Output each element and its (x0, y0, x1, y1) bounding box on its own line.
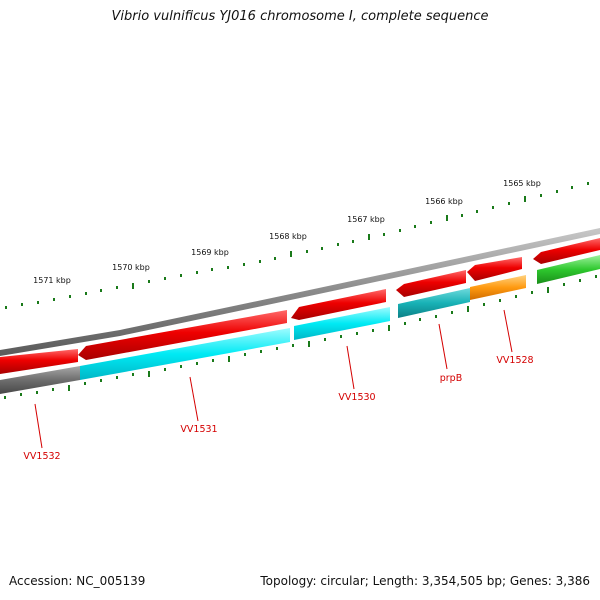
gene-label-VV1531: VV1531 (180, 424, 217, 435)
gene-block-teal[interactable] (398, 288, 470, 318)
map-title: Vibrio vulnificus YJ016 chromosome I, co… (111, 9, 489, 24)
gene-block-cyan-VV1530[interactable] (294, 307, 390, 340)
accession-text: Accession: NC_005139 (9, 574, 146, 588)
kbp-label: 1569 kbp (191, 248, 229, 257)
inner-scale-ticks (4, 275, 597, 399)
gene-arrow-prpB[interactable] (396, 270, 466, 297)
gene-block-gray[interactable] (0, 366, 80, 394)
kbp-label: 1571 kbp (33, 276, 71, 285)
gene-block-cyan-VV1531[interactable] (80, 328, 290, 380)
gene-leader-lines (34, 309, 513, 449)
gene-arrow-VV1530[interactable] (291, 289, 386, 320)
gene-arrow-VV1531[interactable] (78, 310, 287, 360)
kbp-label: 1565 kbp (503, 179, 541, 188)
gene-label-VV1532: VV1532 (23, 451, 60, 462)
gene-block-orange[interactable] (470, 275, 526, 300)
gene-arrow-VV1528[interactable] (467, 257, 522, 281)
gene-label-VV1530: VV1530 (338, 392, 375, 403)
gene-arrow-VV1532[interactable] (0, 349, 78, 374)
kbp-label: 1570 kbp (112, 263, 150, 272)
gene-arrow-next[interactable] (533, 238, 600, 264)
outer-scale-ticks (5, 182, 589, 309)
kbp-label: 1566 kbp (425, 197, 463, 206)
kbp-label: 1568 kbp (269, 232, 307, 241)
topology-text: Topology: circular; Length: 3,354,505 bp… (260, 574, 590, 588)
gene-label-VV1528: VV1528 (496, 355, 533, 366)
gene-block-green[interactable] (537, 255, 600, 284)
chromosome-backbone (0, 228, 600, 356)
kbp-label: 1567 kbp (347, 215, 385, 224)
gene-label-prpB: prpB (440, 373, 462, 384)
